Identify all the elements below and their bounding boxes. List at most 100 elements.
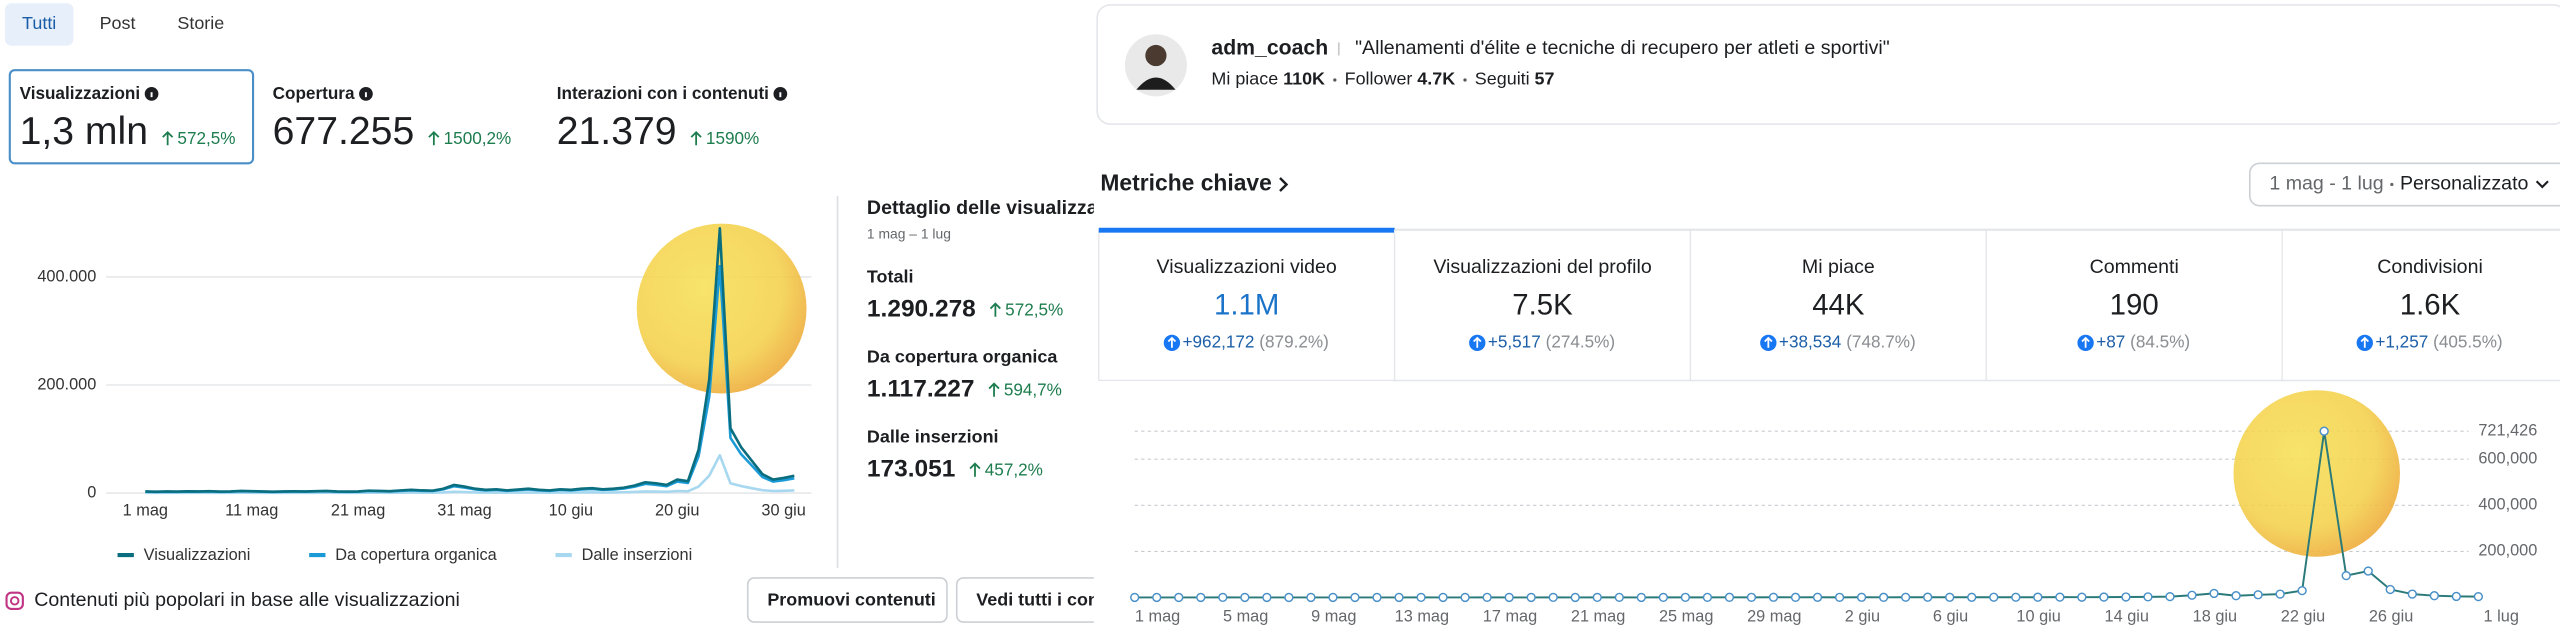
x-tick-label: 13 mag <box>1395 607 1449 625</box>
summary-label: Copertura <box>273 83 355 103</box>
up-arrow <box>428 130 440 146</box>
summary-change: 1590% <box>706 128 759 148</box>
y-tick-label: 200,000 <box>2478 542 2537 560</box>
data-point <box>2253 590 2263 600</box>
breakdown-label: Totali <box>867 266 914 286</box>
data-point <box>2165 591 2175 602</box>
x-tick-label: 1 mag <box>123 501 168 519</box>
data-point <box>1614 592 1624 603</box>
metric-card-active-bar <box>1098 227 1395 233</box>
metric-card[interactable] <box>2281 229 2560 382</box>
avatar-head <box>1145 44 1167 67</box>
metric-card[interactable] <box>1098 229 1396 382</box>
x-tick-label: 10 giu <box>549 501 593 519</box>
data-point <box>1768 592 1779 602</box>
metric-delta-pct: (405.5%) <box>2433 331 2503 351</box>
avatar-body <box>1136 77 1176 90</box>
x-tick-label: 20 giu <box>655 501 699 519</box>
x-tick-label: 30 giu <box>761 501 805 519</box>
dropdown-chevron <box>2535 180 2549 189</box>
summary-selected-box[interactable] <box>8 69 255 165</box>
username: adm_coach <box>1211 37 1328 60</box>
data-point <box>1284 592 1294 603</box>
button[interactable] <box>746 577 948 623</box>
data-point <box>2319 426 2329 436</box>
breakdown-change: 572,5% <box>1005 300 1063 320</box>
metric-card[interactable] <box>1689 229 1987 382</box>
data-point <box>1240 592 1250 603</box>
chevron <box>1279 177 1289 192</box>
data-point <box>1262 592 1272 603</box>
data-point <box>1306 592 1316 603</box>
delta-icon-arrow <box>1473 336 1482 348</box>
legend-label: Dalle inserzioni <box>582 546 693 564</box>
tab[interactable]: Storie <box>177 13 224 33</box>
x-tick-label: 1 lug <box>2484 607 2519 625</box>
tab[interactable]: Tutti <box>22 13 56 33</box>
instagram-icon <box>5 591 24 611</box>
data-point <box>1438 592 1448 603</box>
stat-value: 57 <box>1535 69 1555 89</box>
breakdown-period: 1 mag – 1 lug <box>867 226 951 242</box>
info-icon-bar <box>364 92 367 98</box>
summary-value: 21.379 <box>557 110 677 153</box>
data-point <box>2363 566 2373 576</box>
metric-delta-pct: (748.7%) <box>1846 331 1916 351</box>
up-arrow <box>690 130 702 146</box>
y-tick-label: 600,000 <box>2478 449 2537 467</box>
date-mode: Personalizzato <box>2400 173 2529 195</box>
breakdown-title: Dettaglio delle visualizzazioni <box>867 197 1142 219</box>
x-tick-label: 5 mag <box>1223 607 1268 625</box>
data-point <box>2473 591 2484 602</box>
metric-delta-value: +38,534 <box>1779 331 1842 351</box>
y-tick-label: 0 <box>87 483 96 501</box>
data-point <box>1482 592 1492 603</box>
x-tick-label: 17 mag <box>1483 607 1537 625</box>
data-point <box>2231 591 2241 601</box>
delta-icon-arrow <box>1167 336 1177 348</box>
metric-card[interactable] <box>1985 229 2283 382</box>
metric-label: Mi piace <box>1802 256 1875 278</box>
data-point <box>1834 592 1845 602</box>
x-tick-label: 21 mag <box>331 501 385 519</box>
summary-value: 677.255 <box>273 110 415 153</box>
data-point <box>2011 592 2021 602</box>
y-tick-label: 200.000 <box>37 375 96 393</box>
data-point <box>1394 592 1404 603</box>
summary-change: 572,5% <box>177 128 235 148</box>
data-point <box>1724 592 1735 602</box>
data-point <box>2099 592 2109 602</box>
data-point <box>2297 585 2307 596</box>
right-panel: adm_coach "Allenamenti d'élite e tecniche… <box>1096 4 2560 625</box>
data-point <box>1372 592 1382 603</box>
tab-selected-bg[interactable] <box>4 3 74 46</box>
summary-label: Visualizzazioni <box>20 83 141 103</box>
button-label[interactable]: Promuovi contenuti <box>767 590 935 610</box>
data-point <box>1592 592 1602 603</box>
x-tick-label: 26 giu <box>2369 607 2413 625</box>
data-point <box>1218 592 1228 603</box>
breakdown-label: Dalle inserzioni <box>867 426 999 446</box>
metric-value: 7.5K <box>1512 289 1573 322</box>
data-point <box>1570 592 1580 603</box>
profile-card <box>1096 4 2560 125</box>
x-tick-label: 9 mag <box>1311 607 1356 625</box>
tab[interactable]: Post <box>100 13 136 33</box>
metric-delta-value: +1,257 <box>2375 331 2428 351</box>
bio: "Allenamenti d'élite e tecniche di recup… <box>1355 37 1890 59</box>
metric-value: 190 <box>2110 289 2159 322</box>
date-range: 1 mag - 1 lug <box>2269 173 2383 195</box>
x-tick-label: 29 mag <box>1747 607 1801 625</box>
date-dropdown[interactable] <box>2248 162 2560 207</box>
data-point <box>1878 592 1889 602</box>
y-tick-label: 400.000 <box>37 267 96 285</box>
data-point <box>2187 590 2197 600</box>
data-point <box>1196 592 1206 603</box>
y-tick-label: 400,000 <box>2478 496 2537 514</box>
x-tick-label: 14 giu <box>2105 607 2149 625</box>
up-arrow <box>989 302 1001 317</box>
data-point <box>1152 592 1162 603</box>
metric-card[interactable] <box>1393 229 1692 382</box>
dot-separator <box>1333 78 1337 82</box>
